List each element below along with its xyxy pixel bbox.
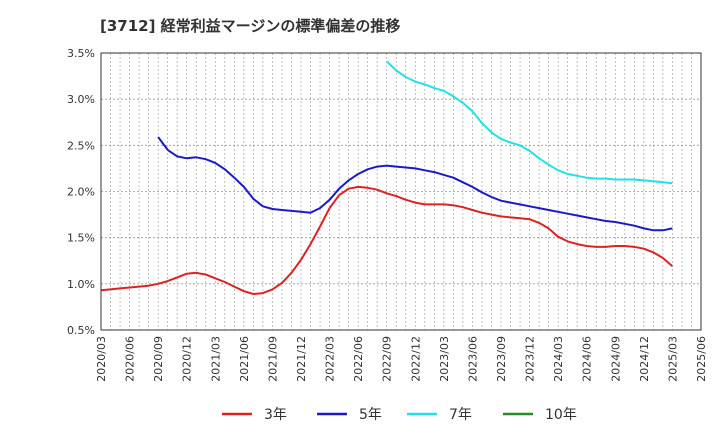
x-tick-label: 2022/12 xyxy=(409,336,422,382)
x-tick-label: 2021/12 xyxy=(295,336,308,382)
x-tick-label: 2024/12 xyxy=(638,336,651,382)
series-lines xyxy=(100,60,674,295)
y-tick-label: 1.5% xyxy=(67,232,95,245)
y-axis: 0.5% 1.0% 1.5% 2.0% 2.5% 3.0% 3.5% xyxy=(67,47,95,337)
legend-label: 10年 xyxy=(545,407,577,423)
x-tick-label: 2023/12 xyxy=(524,336,537,382)
x-tick-label: 2025/06 xyxy=(695,336,708,382)
y-tick-label: 1.0% xyxy=(67,278,95,291)
legend-label: 7年 xyxy=(449,407,472,423)
x-tick-label: 2020/03 xyxy=(95,336,108,382)
grid xyxy=(100,52,702,331)
x-tick-label: 2024/03 xyxy=(552,336,565,382)
x-tick-label: 2022/06 xyxy=(352,336,365,382)
legend-label: 5年 xyxy=(359,407,382,423)
x-tick-label: 2020/06 xyxy=(124,336,137,382)
legend-label: 3年 xyxy=(264,407,287,423)
series-line-7年 xyxy=(386,60,673,185)
y-tick-label: 2.5% xyxy=(67,139,95,152)
x-tick-label: 2023/03 xyxy=(438,336,451,382)
x-tick-label: 2024/06 xyxy=(581,336,594,382)
x-tick-label: 2021/06 xyxy=(238,336,251,382)
x-tick-label: 2020/12 xyxy=(181,336,194,382)
x-tick-label: 2023/09 xyxy=(495,336,508,382)
y-tick-label: 2.0% xyxy=(67,186,95,199)
x-tick-label: 2022/09 xyxy=(381,336,394,382)
x-tick-label: 2021/09 xyxy=(266,336,279,382)
legend: 3年 5年 7年 10年 xyxy=(222,407,577,423)
plot-frame xyxy=(100,52,702,331)
chart-title: [3712] 経常利益マージンの標準偏差の推移 xyxy=(100,17,400,35)
y-tick-label: 3.5% xyxy=(67,47,95,60)
x-tick-label: 2020/09 xyxy=(152,336,165,382)
x-axis: 2020/03 2020/06 2020/09 2020/12 2021/03 2021/… xyxy=(95,336,708,382)
y-tick-label: 3.0% xyxy=(67,93,95,106)
x-tick-label: 2021/03 xyxy=(209,336,222,382)
x-tick-label: 2024/09 xyxy=(609,336,622,382)
x-tick-label: 2022/03 xyxy=(324,336,337,382)
y-tick-label: 0.5% xyxy=(67,324,95,337)
x-tick-label: 2023/06 xyxy=(466,336,479,382)
x-tick-label: 2025/03 xyxy=(666,336,679,382)
series-line-3年 xyxy=(100,185,674,295)
series-line-5年 xyxy=(157,136,673,232)
